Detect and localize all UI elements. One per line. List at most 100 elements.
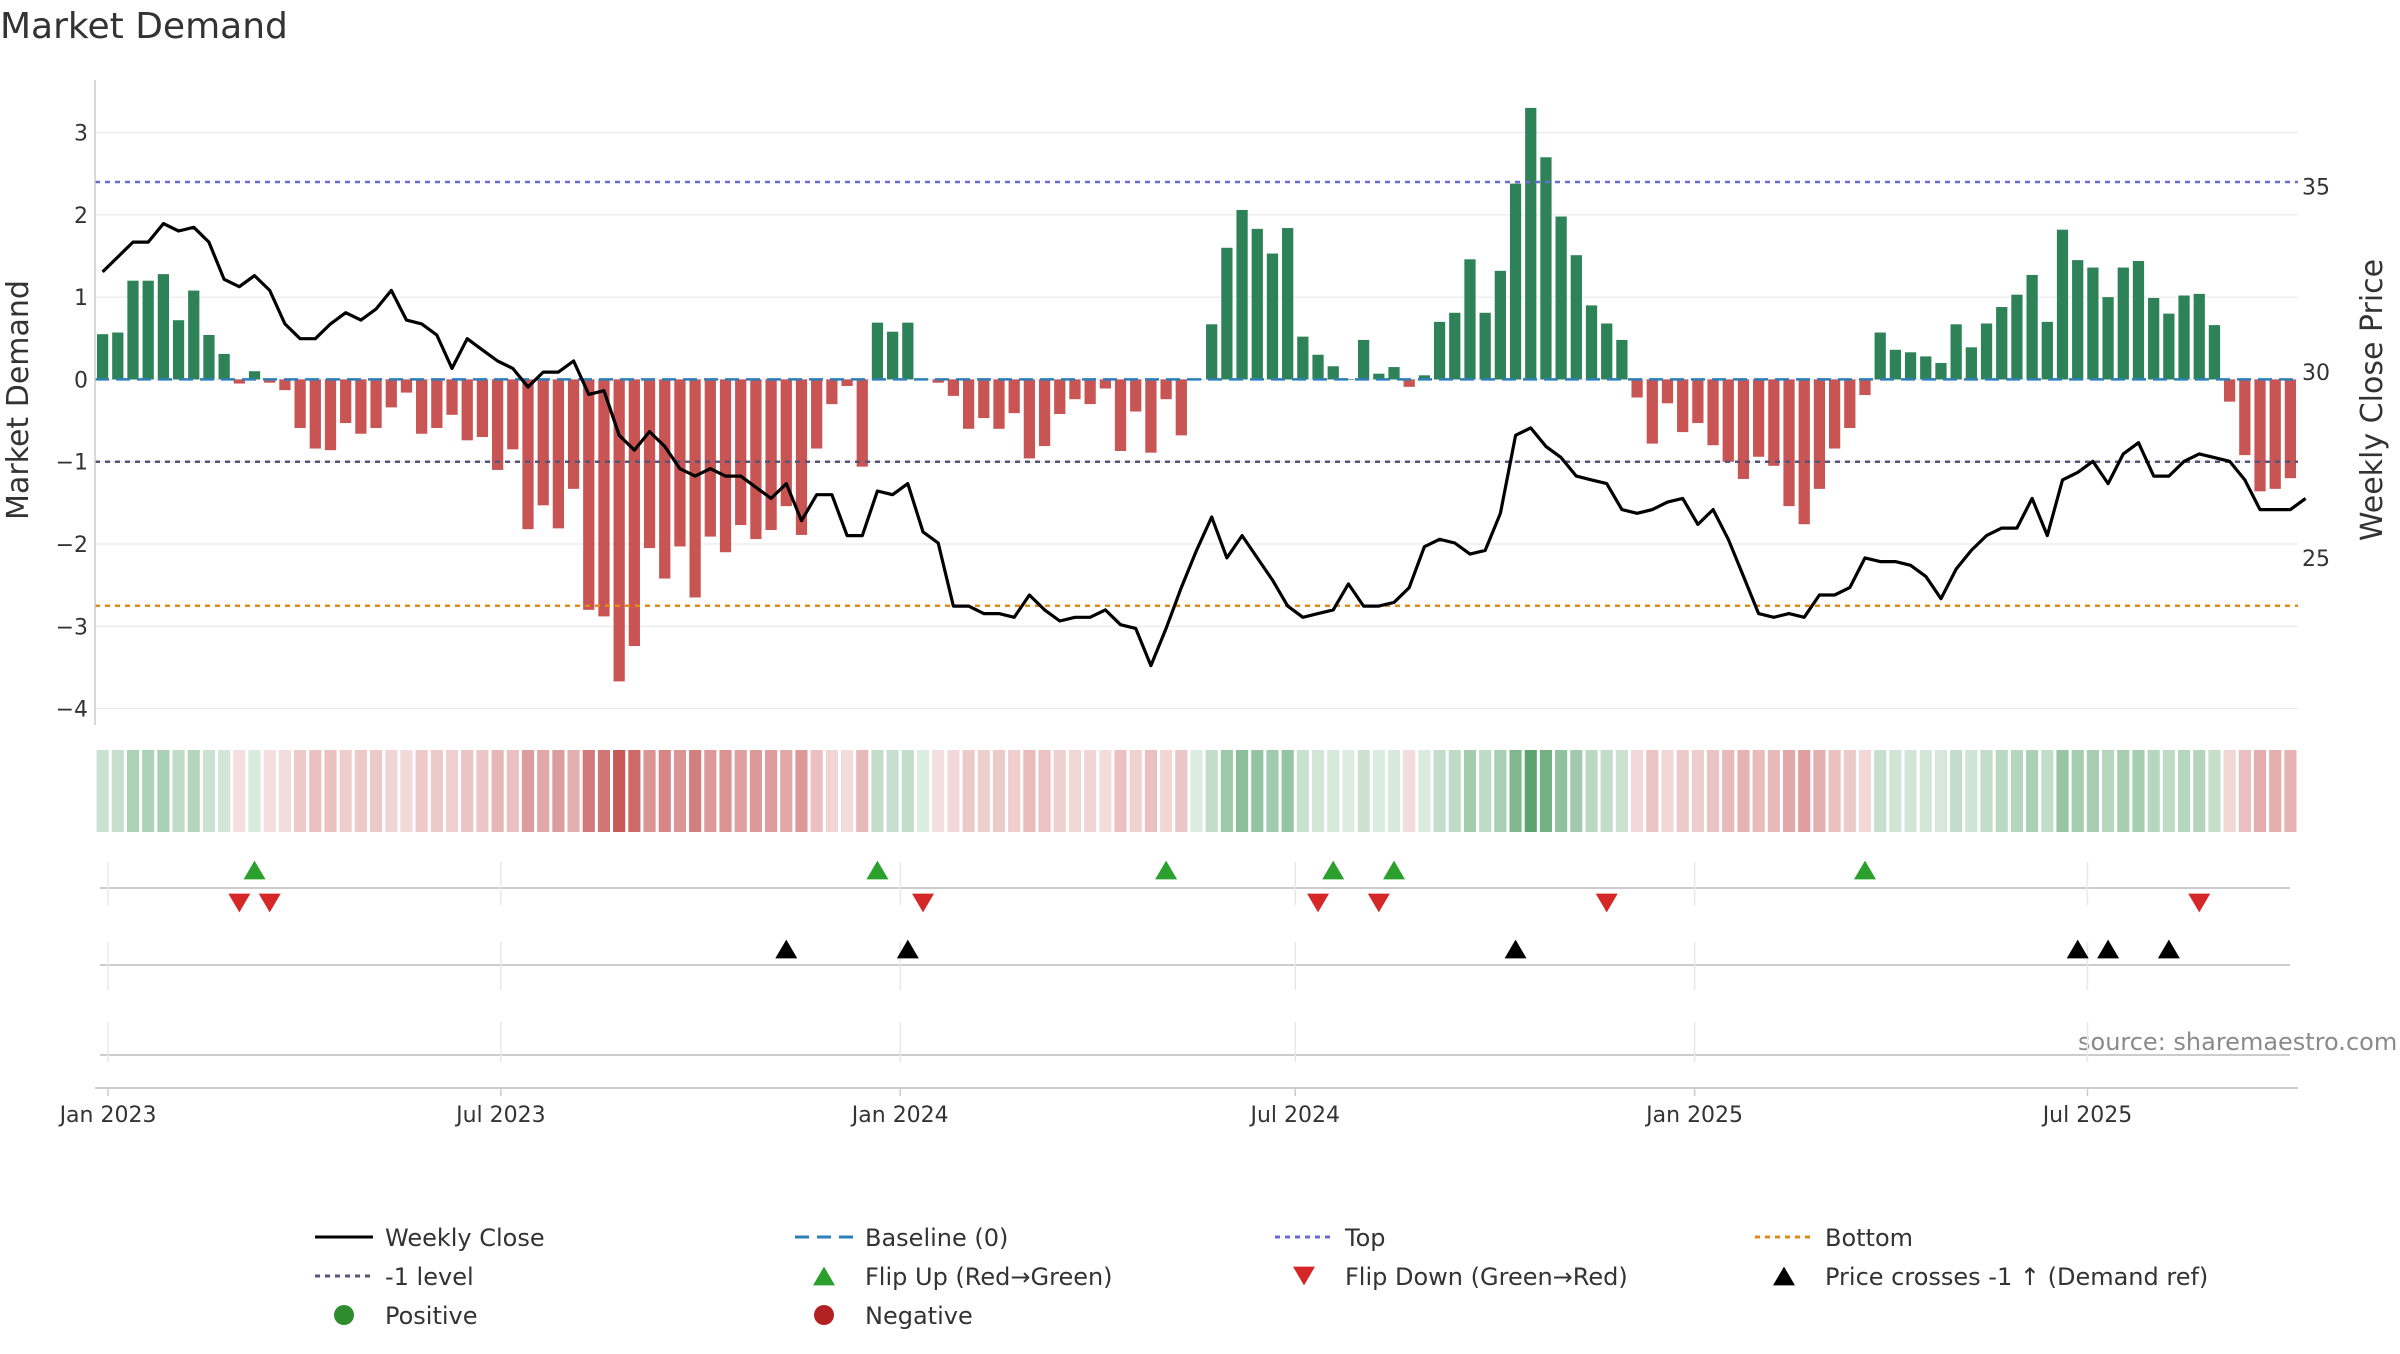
legend-label: Bottom [1825,1224,1913,1252]
positive-bar [2072,260,2084,380]
negative-bar [659,379,671,579]
positive-bar [1479,312,1491,380]
heat-cell [1342,750,1355,832]
negative-bar [400,379,413,393]
negative-bar [1753,379,1765,457]
negative-bar [932,379,944,383]
heat-cell [2162,750,2175,832]
positive-bar [1251,228,1263,380]
legend-item: Bottom [1755,1224,1913,1252]
negative-bar [1114,379,1127,452]
heat-cell [1585,750,1598,832]
event-markers [228,860,2211,959]
negative-bar [355,379,367,434]
heat-cell [1038,750,1051,832]
heat-cell [1387,750,1401,832]
negative-bar [1737,379,1750,479]
chart-title: Market Demand [0,6,288,47]
heat-cell [628,750,641,832]
legend-item: -1 level [315,1263,474,1291]
negative-bar [826,379,838,405]
positive-bar [1327,366,1339,380]
heat-cell [1676,750,1689,832]
negative-bar [537,379,549,506]
negative-bar [1661,379,1674,404]
heat-cell [2193,750,2206,832]
heat-cell [2253,750,2267,832]
positive-bar [2056,229,2069,380]
heat-cell [1311,750,1325,832]
heat-cell [126,750,140,832]
negative-bar [1084,379,1096,405]
negative-bar [1008,379,1020,414]
price-cross-marker [2097,939,2120,959]
heat-cell [1934,750,1948,832]
price-layer [101,222,2307,668]
heat-cell [218,750,231,832]
y-tick-label: −3 [56,615,88,640]
x-tick-label: Jul 2024 [1248,1103,1340,1128]
positive-bar [1950,324,1962,380]
negative-bar [461,379,473,441]
price-cross-marker [1504,939,1527,959]
heat-cell [2223,750,2236,832]
heat-cell [1524,750,1537,832]
heat-cell [233,750,246,832]
positive-bar [127,280,139,380]
negative-bar [385,379,397,408]
price-cross-marker [896,939,919,959]
heat-cell [947,750,960,832]
negative-bar [552,379,565,529]
x-tick-label: Jul 2023 [454,1103,546,1128]
positive-bar [157,274,169,380]
positive-bar [1555,216,1567,380]
heat-strip [96,750,2297,832]
positive-bar [1509,183,1522,380]
legend-swatch [334,1305,354,1325]
heat-cell [734,750,747,832]
heat-cell [1494,750,1507,832]
y2-tick-label: 30 [2302,361,2330,386]
heat-cell [810,750,823,832]
negative-bar [446,379,458,415]
y2-tick-label: 35 [2302,175,2330,200]
negative-bar [993,379,1005,429]
axes: 3 2 1 0 −1 −2 −3 −4 35 30 25 Market Demand Weekly Cl… [1,80,2390,1128]
negative-bar [795,379,808,535]
heat-cell [415,750,428,832]
negative-bar [1783,379,1795,507]
heat-cell [1418,750,1431,832]
negative-bar [2239,379,2251,456]
heat-cell [704,750,717,832]
positive-bar [1935,362,1947,380]
heat-cell [1296,750,1309,832]
heat-cell [1555,750,1568,832]
heat-cell [749,750,762,832]
flip-up-marker [1322,860,1345,880]
negative-bar [978,379,990,419]
flip-down-marker [2188,893,2211,913]
heat-cell [2056,750,2069,832]
positive-bar [1980,323,1993,380]
positive-bar [96,334,109,380]
negative-bar [947,379,960,396]
heat-cell [1798,750,1811,832]
heat-cell [1084,750,1097,832]
negative-bar [1054,379,1066,414]
heat-cell [2086,750,2099,832]
heat-cell [1752,750,1765,832]
flip-down-marker [258,893,281,913]
reference-lines [95,180,2298,607]
heat-cell [1843,750,1856,832]
heat-cell [1463,750,1477,832]
positive-bar [1342,379,1355,381]
positive-bar [248,371,261,380]
legend-item: Weekly Close [315,1224,545,1252]
heat-cell [765,750,778,832]
legend-item: Flip Up (Red→Green) [813,1263,1113,1291]
heat-cell [2208,750,2221,832]
heat-cell [1068,750,1082,832]
y-tick-label: 3 [74,122,88,147]
heat-cell [506,750,519,832]
heat-cell [2117,750,2130,832]
